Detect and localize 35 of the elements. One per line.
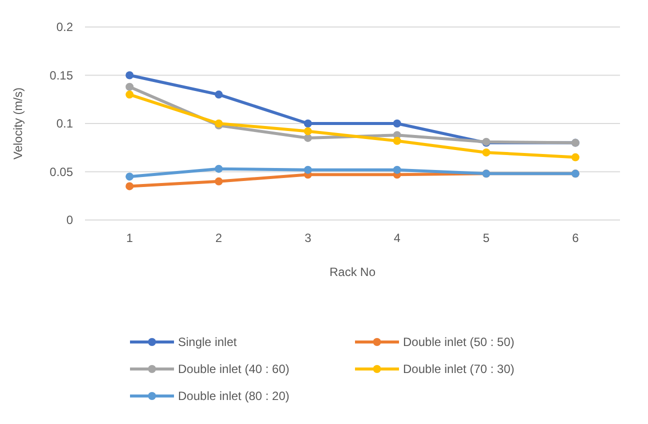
legend-label: Single inlet bbox=[178, 335, 238, 350]
y-tick-label: 0.1 bbox=[56, 116, 74, 131]
point bbox=[393, 120, 402, 128]
point bbox=[126, 172, 134, 181]
legend-label: Double inlet (40 : 60) bbox=[178, 362, 290, 376]
point bbox=[482, 148, 490, 156]
point bbox=[304, 120, 312, 128]
x-tick-label: 1 bbox=[126, 231, 134, 245]
y-axis-title: Velocity (m/s) bbox=[11, 87, 25, 160]
point bbox=[126, 182, 134, 190]
point bbox=[304, 127, 312, 136]
x-tick-label: 4 bbox=[394, 231, 401, 245]
point bbox=[571, 153, 580, 162]
point bbox=[126, 90, 134, 99]
point bbox=[214, 90, 223, 99]
point bbox=[126, 71, 134, 80]
point bbox=[304, 134, 312, 142]
legend-label: Double inlet (50 : 50) bbox=[403, 335, 514, 350]
x-axis-title: Rack No bbox=[329, 265, 376, 279]
y-tick-label: 0.2 bbox=[56, 20, 74, 34]
y-tick-label: 0.05 bbox=[50, 164, 74, 179]
point bbox=[393, 166, 402, 174]
point bbox=[126, 82, 134, 91]
point bbox=[214, 164, 223, 173]
point bbox=[393, 136, 402, 145]
legend-label: Double inlet (80 : 20) bbox=[178, 389, 290, 404]
point bbox=[214, 177, 223, 186]
x-tick-label: 5 bbox=[482, 231, 490, 245]
point bbox=[304, 166, 312, 174]
x-tick-label: 6 bbox=[572, 231, 580, 245]
y-tick-label: 0 bbox=[66, 213, 74, 228]
x-tick-label: 2 bbox=[215, 231, 222, 245]
legend-label: Double inlet (70 : 30) bbox=[403, 362, 514, 376]
y-tick-label: 0.15 bbox=[50, 68, 74, 82]
x-tick-label: 3 bbox=[304, 231, 312, 245]
